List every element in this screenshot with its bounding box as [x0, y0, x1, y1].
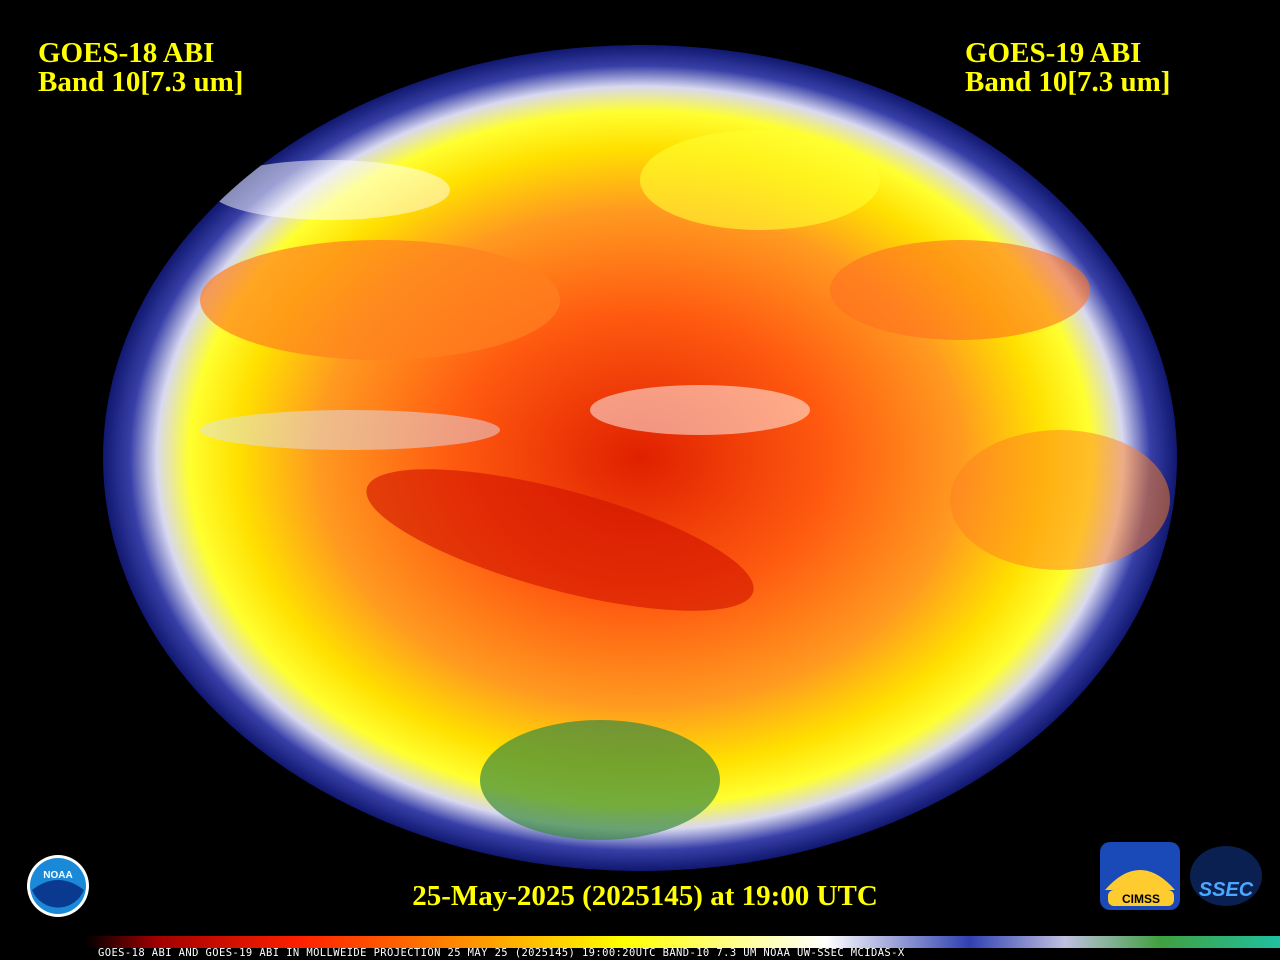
ssec-text: SSEC [1199, 879, 1254, 901]
right-label: Band 10[7.3 um] [965, 66, 1170, 98]
noaa-text: NOAA [43, 870, 72, 881]
ssec-logo: SSEC [1190, 846, 1262, 906]
cloud-features [200, 130, 1170, 840]
left-label: Band 10[7.3 um] [38, 66, 243, 98]
right-label: GOES-19 ABI [965, 37, 1141, 69]
cimss-logo: CIMSS [1100, 842, 1180, 910]
noaa-logo: NOAA [27, 855, 89, 917]
cimss-text: CIMSS [1122, 892, 1160, 906]
left-label: GOES-18 ABI [38, 37, 214, 69]
colorbar [85, 936, 1280, 948]
timestamp: 25-May-2025 (2025145) at 19:00 UTC [412, 880, 878, 912]
colorbar-caption: GOES-18 ABI AND GOES-19 ABI IN MOLLWEIDE… [98, 947, 905, 959]
